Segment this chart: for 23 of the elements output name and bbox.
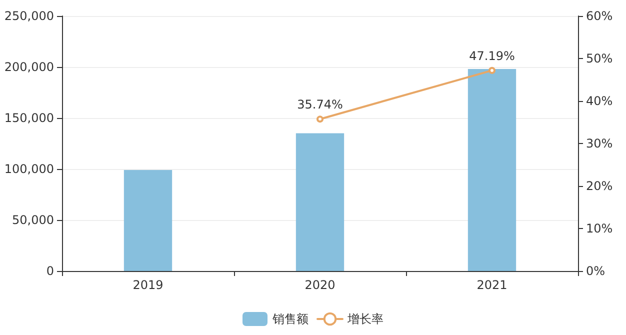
- data-label: 35.74%: [297, 98, 343, 112]
- y2-tick-label: 40%: [586, 94, 613, 108]
- x-tick-label: 2019: [132, 278, 164, 292]
- y-tick-label: 0: [46, 264, 54, 278]
- y2-tick-label: 10%: [586, 222, 613, 236]
- bar: [124, 170, 172, 271]
- y-tick-label: 150,000: [4, 111, 54, 125]
- bar: [296, 133, 344, 271]
- y-tick-label: 250,000: [4, 9, 54, 23]
- bar: [468, 69, 516, 271]
- data-label: 47.19%: [469, 48, 515, 63]
- y-tick-label: 200,000: [4, 60, 54, 74]
- x-tick-label: 2020: [304, 278, 336, 292]
- x-tick-label: 2021: [476, 278, 508, 292]
- y2-tick-label: 0%: [586, 264, 606, 278]
- y2-tick-label: 50%: [586, 52, 613, 66]
- y-tick-label: 50,000: [12, 213, 54, 227]
- y2-tick-label: 20%: [586, 179, 613, 193]
- y-tick-label: 100,000: [4, 162, 54, 176]
- legend-label: 销售额: [272, 312, 308, 326]
- y2-tick-label: 30%: [586, 136, 613, 150]
- legend-label: 增长率: [346, 312, 384, 326]
- y2-tick-label: 60%: [586, 9, 613, 23]
